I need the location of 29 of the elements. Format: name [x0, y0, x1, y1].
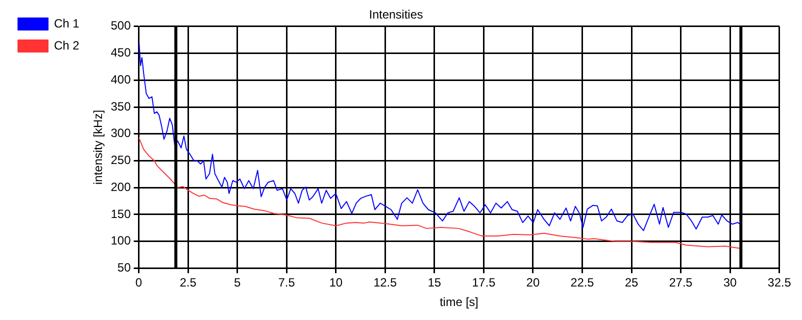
legend-label: Ch 1 — [54, 16, 80, 30]
x-tick-label: 0 — [135, 276, 142, 290]
x-tick-label: 10 — [329, 276, 343, 290]
y-tick-label: 450 — [110, 46, 132, 60]
x-axis-title: time [s] — [440, 295, 478, 310]
x-tick-label: 20 — [526, 276, 540, 290]
x-tick-label: 27.5 — [669, 276, 693, 290]
y-tick-label: 100 — [110, 234, 132, 248]
x-tick-label: 5 — [234, 276, 241, 290]
y-tick-label: 500 — [110, 18, 132, 33]
x-tick-label: 7.5 — [278, 276, 296, 290]
x-tick-label: 2.5 — [180, 276, 197, 290]
y-tick-label: 400 — [110, 72, 132, 86]
x-tick-label: 25 — [624, 276, 638, 290]
y-axis-title: intensity [kHz] — [90, 110, 105, 185]
x-tick-label: 17.5 — [472, 276, 496, 290]
x-tick-label: 32.5 — [768, 276, 792, 290]
legend-label: Ch 2 — [54, 38, 80, 52]
y-tick-label: 300 — [110, 126, 132, 140]
chart-title: Intensities — [368, 8, 424, 22]
y-tick-label: 150 — [110, 206, 132, 221]
y-tick-label: 250 — [110, 153, 132, 168]
x-tick-label: 15 — [428, 276, 442, 290]
x-tick-label: 30 — [723, 276, 738, 290]
y-tick-label: 50 — [117, 260, 132, 275]
x-tick-label: 22.5 — [570, 276, 594, 290]
y-tick-label: 350 — [110, 99, 132, 114]
y-tick-label: 200 — [110, 180, 132, 194]
x-tick-label: 12.5 — [373, 276, 398, 290]
